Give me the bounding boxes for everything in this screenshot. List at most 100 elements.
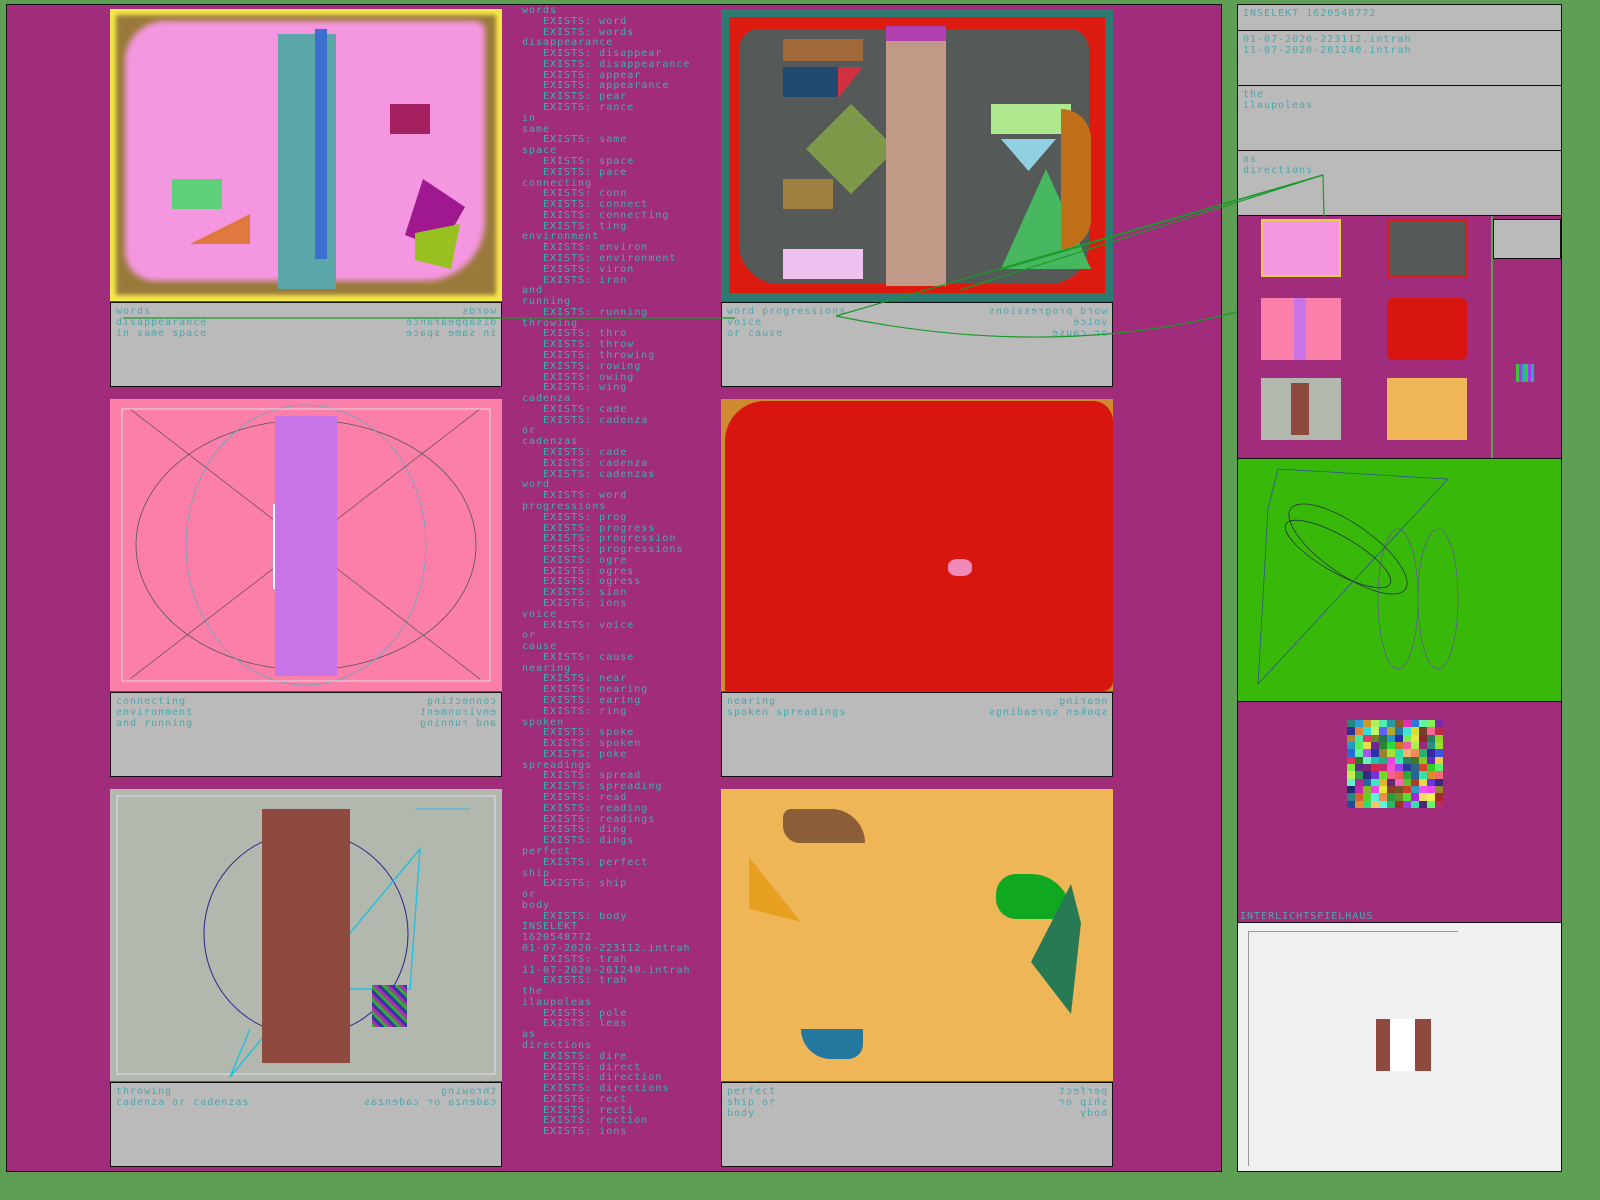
exists-line: EXISTS: ogre — [522, 554, 691, 567]
exists-label: EXISTS: — [543, 69, 600, 81]
color-swatch — [1403, 763, 1411, 772]
color-swatch — [1363, 756, 1371, 764]
word-entry: running — [522, 296, 572, 308]
color-swatch — [1347, 763, 1355, 772]
artwork-tile-2[interactable] — [721, 9, 1113, 301]
word-entry: ilaupoleas — [522, 996, 593, 1008]
exists-line: EXISTS: body — [522, 911, 691, 923]
artwork-tile-3[interactable] — [110, 399, 502, 691]
artwork-tile-1[interactable] — [110, 9, 502, 301]
exists-value: progressions — [599, 544, 684, 556]
word-entry: or — [522, 630, 537, 642]
exists-line: EXISTS: ions — [522, 598, 691, 610]
thumbnail[interactable] — [1261, 378, 1341, 440]
exists-label: EXISTS: — [543, 1115, 600, 1127]
caption-mirrored: throwing cadenza or cadenzas — [362, 1086, 496, 1109]
exists-value: cause — [599, 651, 635, 663]
exists-value: directions — [599, 1083, 670, 1095]
exists-line: EXISTS: space — [522, 156, 691, 168]
color-swatch — [1403, 778, 1411, 786]
caption-line: environment — [418, 706, 496, 718]
word-entry: perfect — [522, 845, 572, 857]
color-swatch — [1435, 749, 1443, 757]
file-item[interactable]: 11-07-2020-201240.intrah — [1243, 45, 1412, 56]
exists-label: EXISTS: — [543, 339, 600, 351]
color-swatch — [1371, 771, 1379, 779]
color-swatch — [1403, 785, 1411, 794]
exists-label: EXISTS: — [543, 468, 600, 480]
color-swatch — [1379, 785, 1387, 794]
exists-value: environment — [599, 252, 677, 264]
exists-line: EXISTS: spreading — [522, 781, 691, 793]
exists-value: throwing — [599, 350, 656, 361]
exists-line: EXISTS: disappear — [522, 48, 691, 60]
color-swatch — [1403, 741, 1411, 750]
caption-line: nearing — [727, 696, 777, 707]
color-swatch — [1435, 785, 1443, 794]
exists-line: EXISTS: connecting — [522, 210, 691, 222]
exists-label: EXISTS: — [543, 252, 600, 264]
thumbnail[interactable] — [1261, 219, 1341, 277]
exists-line: EXISTS: leas — [522, 1019, 691, 1030]
exists-line: EXISTS: read — [522, 792, 691, 804]
color-swatch — [1403, 793, 1411, 801]
color-swatch — [1371, 741, 1379, 750]
word-entry: same — [522, 123, 551, 135]
thumbnail[interactable] — [1387, 378, 1467, 440]
color-swatch — [1363, 800, 1371, 808]
artwork-tile-6[interactable] — [721, 789, 1113, 1081]
thumbnail[interactable] — [1387, 298, 1467, 360]
word-entry: throwing — [522, 317, 579, 329]
exists-line: EXISTS: cadenza — [522, 415, 691, 427]
exists-line: EXISTS: iron — [522, 274, 691, 287]
thumbnail[interactable] — [1261, 298, 1341, 360]
color-swatch — [1363, 793, 1371, 801]
artwork-tile-5[interactable] — [110, 789, 502, 1081]
color-swatch — [1403, 734, 1411, 742]
color-swatch — [1355, 785, 1363, 794]
exists-line: EXISTS: throwing — [522, 350, 691, 362]
exists-label: EXISTS: — [543, 242, 600, 254]
color-swatch — [1435, 763, 1443, 772]
color-swatch — [1411, 734, 1419, 742]
word-entry: ship — [522, 867, 551, 879]
exists-label: EXISTS: — [543, 511, 600, 523]
caption-line: voice — [1071, 316, 1107, 328]
exists-label: EXISTS: — [543, 1050, 600, 1062]
exists-label: EXISTS: — [543, 619, 600, 631]
color-swatch — [1355, 763, 1363, 772]
caption-2: word progressions voice or cause word progr… — [721, 302, 1113, 387]
color-swatch — [1347, 749, 1355, 757]
thumbnail[interactable] — [1387, 219, 1467, 277]
color-swatch — [1395, 756, 1403, 764]
color-swatch — [1427, 785, 1435, 794]
file-item[interactable]: 01-07-2020-223112.intrah — [1243, 34, 1412, 45]
caption-line: voice — [727, 316, 763, 328]
exists-line: EXISTS: connect — [522, 199, 691, 211]
color-swatch — [1419, 771, 1427, 779]
color-swatch — [1379, 793, 1387, 801]
color-swatch — [1387, 749, 1395, 757]
word-entry: disappearance — [522, 37, 614, 49]
caption-text: connecting environment and running — [116, 696, 193, 729]
exists-value: spoke — [599, 727, 635, 739]
caption-line: cadenza or cadenzas — [362, 1096, 496, 1108]
artwork-tile-4[interactable] — [721, 399, 1113, 691]
color-swatch — [1395, 749, 1403, 757]
word-entry: spreadings — [522, 759, 593, 771]
color-swatch — [1427, 749, 1435, 757]
exists-label: EXISTS: — [543, 350, 600, 361]
word-entry: environment — [522, 231, 600, 243]
exists-label: EXISTS: — [543, 134, 600, 146]
color-swatch — [1411, 778, 1419, 786]
exists-value: iron — [599, 274, 628, 286]
exists-label: EXISTS: — [543, 554, 600, 566]
exists-label: EXISTS: — [543, 975, 600, 987]
exists-value: conn — [599, 188, 628, 200]
exists-line: EXISTS: ring — [522, 706, 691, 718]
exists-label: EXISTS: — [543, 457, 600, 469]
exists-line: EXISTS: cadenzas — [522, 468, 691, 481]
exists-line: EXISTS: word — [522, 16, 691, 28]
exists-line: EXISTS: ions — [522, 1126, 691, 1138]
color-swatch — [1371, 778, 1379, 786]
